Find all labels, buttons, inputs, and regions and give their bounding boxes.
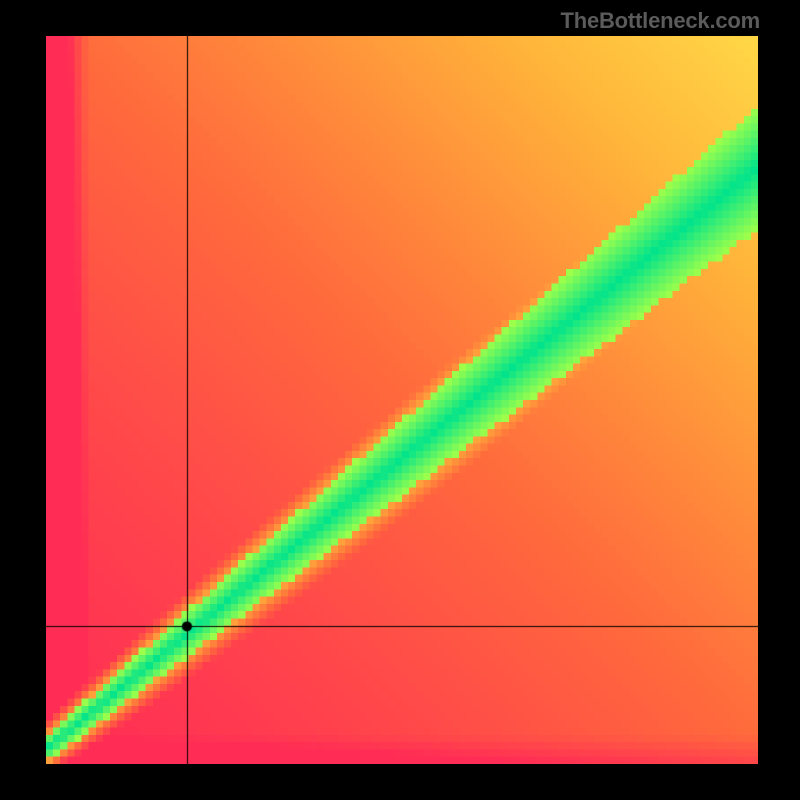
chart-container: TheBottleneck.com xyxy=(0,0,800,800)
attribution-text: TheBottleneck.com xyxy=(560,8,760,34)
crosshair-overlay xyxy=(46,36,758,764)
